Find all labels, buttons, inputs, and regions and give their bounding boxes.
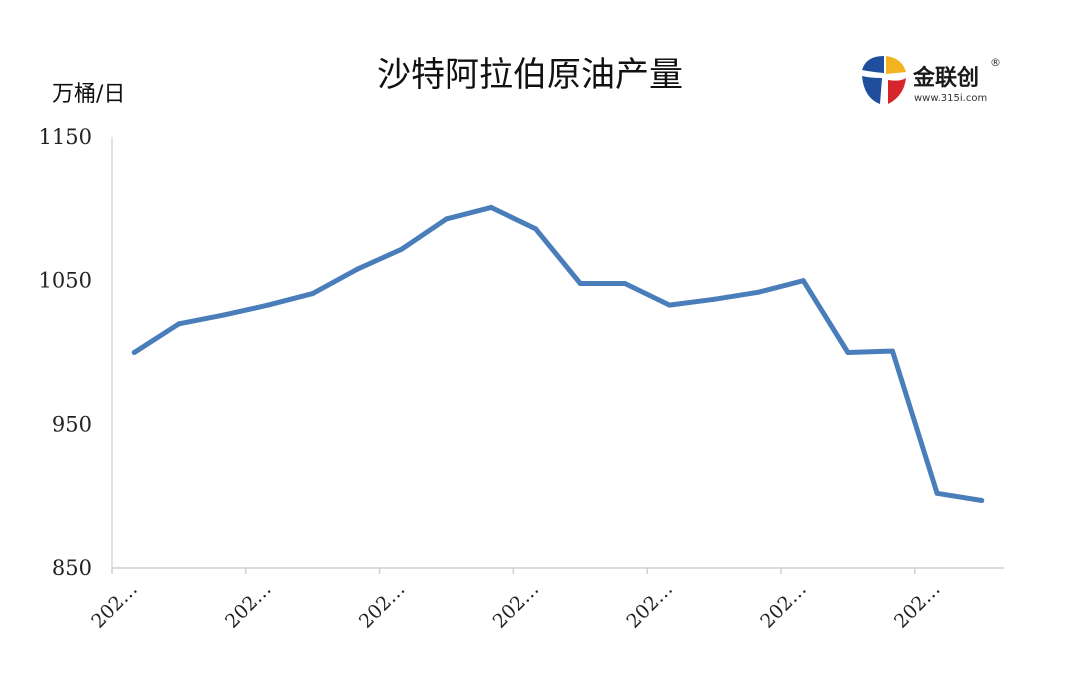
y-tick-label: 850 xyxy=(52,556,92,580)
data-point xyxy=(399,246,405,252)
x-tick-label: 202… xyxy=(221,578,276,633)
data-point xyxy=(265,302,271,308)
data-point xyxy=(979,498,985,503)
x-tick-labels: 202… 202… 202… 202… 202… 202… 202… xyxy=(87,578,944,633)
x-tick-label: 202… xyxy=(355,578,410,633)
y-tick-label: 950 xyxy=(52,412,92,436)
data-point xyxy=(934,490,940,496)
data-point xyxy=(667,302,672,308)
chart-title: 沙特阿拉伯原油产量 xyxy=(377,55,683,95)
x-tick-label: 202… xyxy=(489,578,544,633)
series-line xyxy=(131,204,985,503)
data-point xyxy=(354,266,360,272)
logo-registered-mark: ® xyxy=(990,56,1001,69)
data-point xyxy=(622,281,628,286)
x-tick-marks xyxy=(111,568,916,574)
series-group xyxy=(131,204,985,503)
logo-url: www.315i.com xyxy=(914,93,987,104)
data-point xyxy=(577,281,583,286)
y-tick-label: 1050 xyxy=(39,269,92,293)
logo-name: 金联创 xyxy=(912,65,979,91)
data-point xyxy=(176,321,182,327)
y-tick-label: 1150 xyxy=(39,125,92,149)
data-point xyxy=(310,291,316,297)
data-point xyxy=(711,296,717,302)
x-tick-label: 202… xyxy=(756,578,811,633)
data-point xyxy=(221,312,226,318)
data-point xyxy=(756,289,762,295)
x-tick-label: 202… xyxy=(622,578,677,633)
data-point xyxy=(800,278,806,284)
data-point xyxy=(533,226,539,232)
x-tick-label: 202… xyxy=(87,578,142,633)
data-point xyxy=(444,216,449,222)
y-axis-unit-label: 万桶/日 xyxy=(52,82,125,107)
data-point xyxy=(488,204,494,210)
data-point xyxy=(890,348,895,354)
y-tick-labels: 850 950 1050 1150 xyxy=(39,125,92,580)
brand-logo: 金联创 ® www.315i.com xyxy=(859,56,1001,104)
logo-icon xyxy=(859,56,907,104)
data-point xyxy=(845,350,851,355)
x-tick-label: 202… xyxy=(890,578,945,633)
data-point xyxy=(131,350,137,355)
